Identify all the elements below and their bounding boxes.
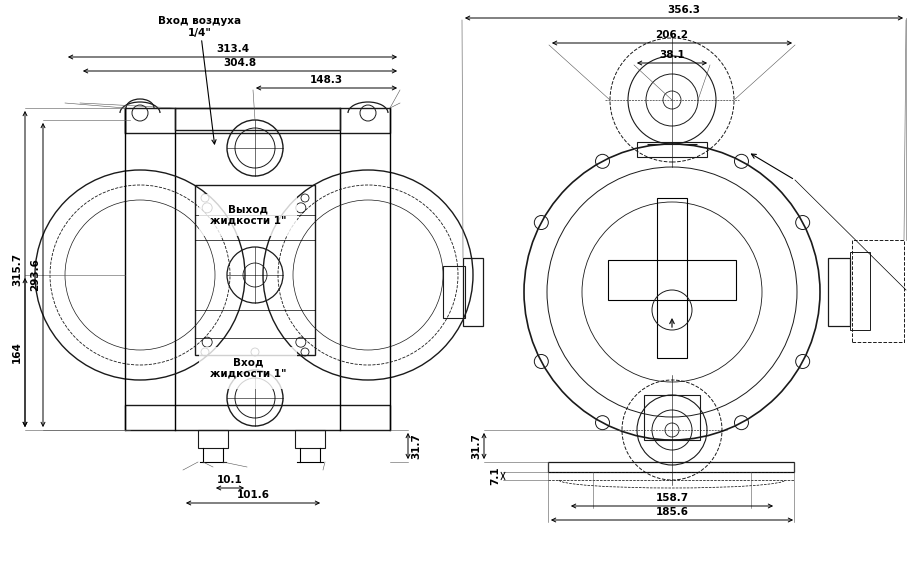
Bar [195,185,315,355]
Text: Вход воздуха
1/4": Вход воздуха 1/4" [159,16,242,144]
Bar [198,430,228,448]
Bar [657,198,687,358]
Bar [463,258,483,326]
Text: 356.3: 356.3 [668,5,701,15]
Bar [443,266,465,318]
Text: 293.6: 293.6 [30,259,40,291]
Text: 185.6: 185.6 [656,507,689,517]
Bar [644,395,700,440]
Bar [637,142,707,157]
Text: 158.7: 158.7 [656,493,689,503]
Text: 31.7: 31.7 [471,433,481,459]
Bar [295,430,325,448]
Text: 313.4: 313.4 [216,44,249,54]
Text: 31.7: 31.7 [411,433,421,459]
Bar [852,240,904,342]
Text: 164: 164 [12,342,22,364]
Text: 315.7: 315.7 [12,252,22,285]
Bar [548,462,794,472]
Text: 10.1: 10.1 [217,475,242,485]
Text: 206.2: 206.2 [656,30,689,40]
Bar [828,258,850,326]
Text: Вход
жидкости 1": Вход жидкости 1" [209,357,286,379]
Text: Выход
жидкости 1": Выход жидкости 1" [209,204,286,226]
Text: 148.3: 148.3 [310,75,343,85]
Bar [125,405,390,430]
Text: 7.1: 7.1 [490,467,500,485]
Bar [175,108,340,130]
Bar [850,252,870,330]
Text: 304.8: 304.8 [223,58,256,68]
Text: 38.1: 38.1 [659,50,685,60]
Text: 101.6: 101.6 [237,490,269,500]
Bar [125,108,390,133]
Bar [608,260,736,300]
